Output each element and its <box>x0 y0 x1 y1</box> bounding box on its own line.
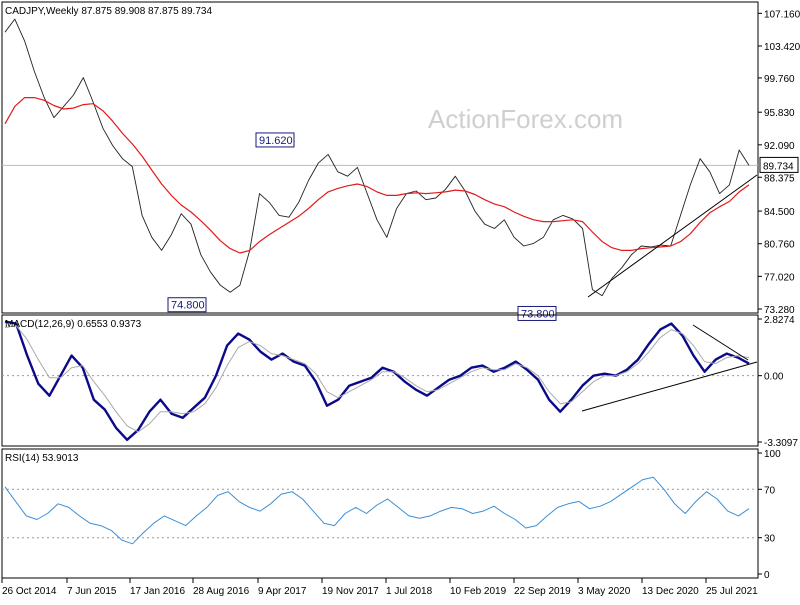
time-axis: 26 Oct 2014 7 Jun 2015 17 Jan 2016 28 Aug 2… <box>1 578 758 597</box>
price-tick-label: 103.420 <box>764 42 800 53</box>
price-tick-label: 84.500 <box>764 207 795 218</box>
macd-trendline-support <box>581 361 758 412</box>
time-tick-label: 1 Jul 2018 <box>386 586 433 597</box>
time-tick-label: 25 Jul 2021 <box>706 586 758 597</box>
price-tick-label: 95.830 <box>764 108 795 119</box>
annotation-label: 91.620 <box>259 135 293 147</box>
annotation-box <box>167 297 207 313</box>
macd-series-macd-line <box>4 320 750 441</box>
rsi-pane-frame <box>1 448 759 579</box>
time-tick-label: 22 Sep 2019 <box>514 586 571 597</box>
rsi-tick-label: 0 <box>764 570 770 581</box>
rsi-series-rsi-line <box>4 476 750 545</box>
price-trendline <box>587 174 758 298</box>
annotation-label: 73.800 <box>521 308 555 320</box>
time-tick-label: 19 Nov 2017 <box>322 586 379 597</box>
macd-title: MACD(12,26,9) 0.6553 0.9373 <box>5 319 142 330</box>
rsi-title: RSI(14) 53.9013 <box>5 453 79 464</box>
rsi-tick-label: 70 <box>764 485 776 496</box>
annotation-box <box>517 305 557 321</box>
time-tick-label: 7 Jun 2015 <box>67 586 117 597</box>
price-tick-label: 99.760 <box>764 74 795 85</box>
macd-tick-label: -3.3097 <box>764 438 798 449</box>
annotation-label: 74.800 <box>171 300 205 312</box>
price-tick-label: 77.020 <box>764 272 795 283</box>
price-series-close-line <box>4 18 750 297</box>
rsi-tick-label: 30 <box>764 534 776 545</box>
last-price-box <box>759 156 799 173</box>
macd-trendline-resistance <box>692 324 749 361</box>
time-tick-label: 28 Aug 2016 <box>193 586 250 597</box>
price-tick-label: 73.280 <box>764 305 795 316</box>
last-price-label: 89.734 <box>763 161 794 172</box>
macd-series-signal-line <box>4 325 750 433</box>
time-tick-label: 3 May 2020 <box>578 586 631 597</box>
price-tick-label: 92.090 <box>764 141 795 152</box>
time-tick-label: 10 Feb 2019 <box>450 586 507 597</box>
price-pane: 107.160 103.420 99.760 95.830 92.090 88.375 84… <box>1 1 800 321</box>
annotation-box <box>255 132 295 148</box>
time-tick-label: 26 Oct 2014 <box>2 586 57 597</box>
time-tick-label: 9 Apr 2017 <box>258 586 307 597</box>
watermark: ActionForex.com <box>428 104 623 134</box>
price-tick-label: 80.760 <box>764 240 795 251</box>
rsi-tick-label: 100 <box>764 449 781 460</box>
macd-tick-label: 2.8274 <box>764 315 795 326</box>
rsi-pane: 100 70 30 0 RSI(14) 53.9013 <box>1 448 781 581</box>
price-title: CADJPY,Weekly 87.875 89.908 87.875 89.73… <box>5 6 212 17</box>
macd-tick-label: 0.00 <box>764 372 784 383</box>
price-tick-label: 107.160 <box>764 9 800 20</box>
time-tick-label: 17 Jan 2016 <box>130 586 185 597</box>
macd-pane: 2.8274 0.00 -3.3097 MACD(12,26,9) 0.6553 0.… <box>1 314 798 449</box>
time-tick-label: 13 Dec 2020 <box>642 586 699 597</box>
price-series-sma-line <box>4 96 750 254</box>
price-pane-frame <box>1 1 759 314</box>
macd-pane-frame <box>1 314 759 447</box>
price-tick-label: 88.375 <box>764 173 795 184</box>
